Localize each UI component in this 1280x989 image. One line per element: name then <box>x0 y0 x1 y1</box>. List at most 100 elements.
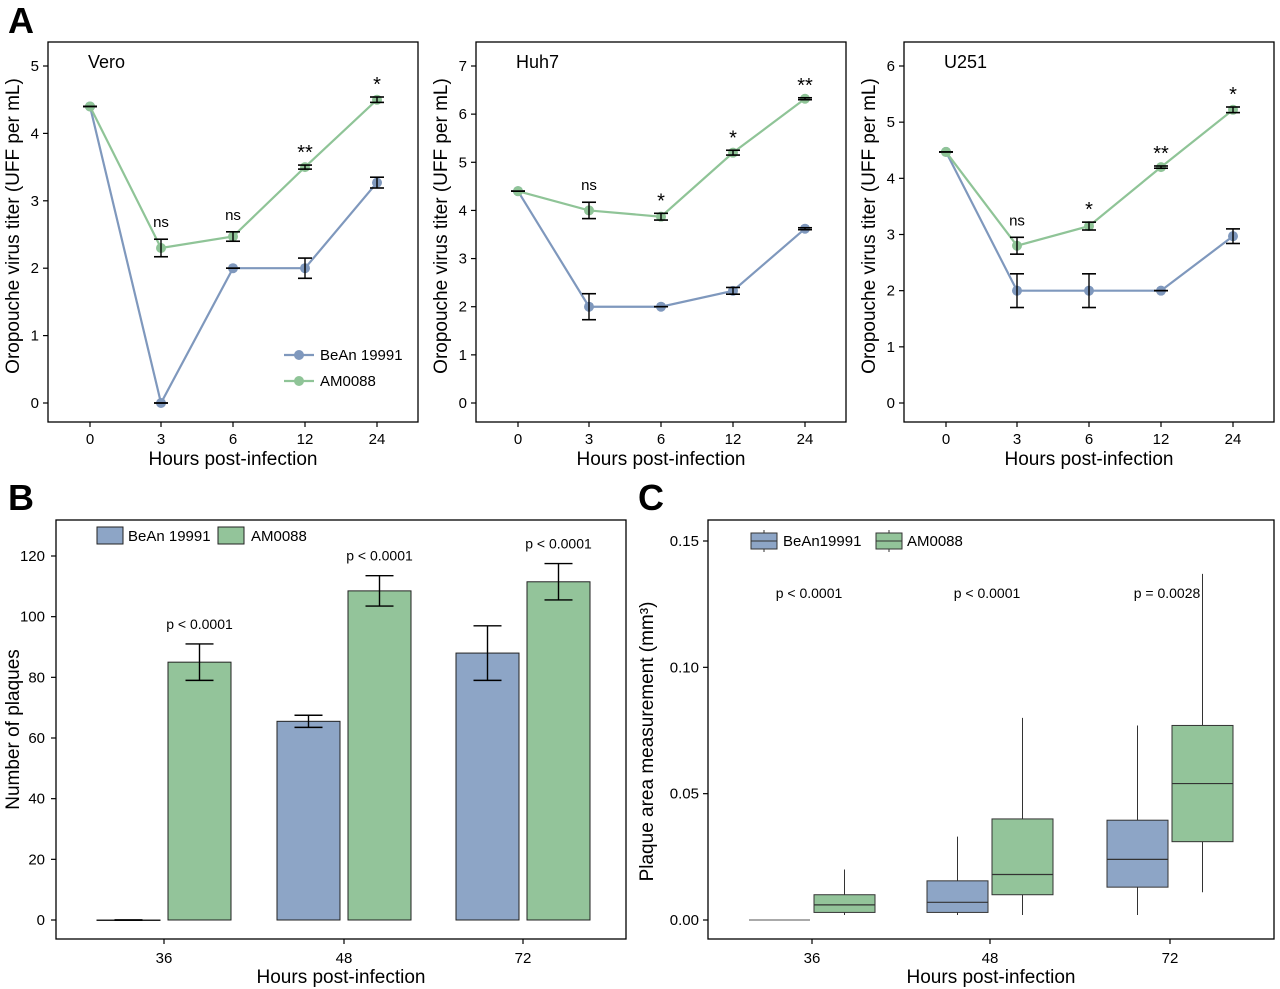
legend-label: BeAn19991 <box>783 533 861 550</box>
bar-am0088 <box>167 661 232 921</box>
y-tick-label: 4 <box>887 170 895 187</box>
panel-letter-a: A <box>8 0 34 41</box>
cell-line-title: U251 <box>944 52 987 72</box>
bar-bean19991 <box>276 720 341 921</box>
y-tick-label: 6 <box>459 106 467 123</box>
y-tick-label: 0 <box>887 395 895 412</box>
x-axis-title: Hours post-infection <box>149 449 318 470</box>
legend-label: AM0088 <box>320 373 376 390</box>
y-tick-label: 3 <box>887 227 895 244</box>
panel-letter-c: C <box>638 477 664 518</box>
y-tick-label: 5 <box>31 58 39 75</box>
x-tick-label: 6 <box>229 431 237 448</box>
significance-label: ns <box>153 214 169 231</box>
box-bean19991 <box>1106 819 1169 888</box>
bar-am0088 <box>526 581 591 921</box>
y-tick-label: 0.10 <box>670 659 699 676</box>
x-tick-label: 24 <box>369 431 386 448</box>
significance-label: * <box>729 127 737 149</box>
x-tick-label: 3 <box>157 431 165 448</box>
plot-frame <box>903 41 1275 423</box>
p-value-label: p < 0.0001 <box>166 616 233 632</box>
p-value-label: p < 0.0001 <box>954 585 1021 601</box>
y-tick-label: 0.15 <box>670 533 699 550</box>
x-tick-label: 12 <box>297 431 314 448</box>
legend-swatch <box>96 526 124 545</box>
y-tick-label: 2 <box>459 299 467 316</box>
plot-frame <box>707 519 1275 940</box>
series-line-am0088 <box>89 98 378 250</box>
x-tick-label: 0 <box>514 431 522 448</box>
significance-label: ** <box>797 75 813 97</box>
y-tick-label: 6 <box>887 58 895 75</box>
x-tick-label: 6 <box>657 431 665 448</box>
legend-label: BeAn 19991 <box>320 347 403 364</box>
cell-line-title: Huh7 <box>516 52 559 72</box>
p-value-label: p < 0.0001 <box>346 548 413 564</box>
x-tick-label: 0 <box>86 431 94 448</box>
x-axis-title: Hours post-infection <box>577 449 746 470</box>
bar-chart-plaques: 0 20 40 60 80 100 120 36 48 72 Hours post-infectio… <box>3 519 627 988</box>
y-axis-title: Plaque area measurement (mm³) <box>637 602 658 882</box>
y-tick-label: 1 <box>459 347 467 364</box>
y-axis-title: Number of plaques <box>3 649 24 810</box>
box-am0088 <box>991 818 1054 896</box>
bar-am0088 <box>347 590 412 921</box>
bar-bean19991 <box>455 652 520 921</box>
significance-label: * <box>1085 199 1093 221</box>
x-tick-label: 48 <box>982 950 999 967</box>
x-axis-title: Hours post-infection <box>1005 449 1174 470</box>
y-tick-label: 4 <box>31 125 39 142</box>
legend: BeAn 19991 AM0088 <box>96 526 307 545</box>
y-tick-label: 7 <box>459 58 467 75</box>
box-plot-plaque-area: 0.00 0.05 0.10 0.15 36 48 72 Hours post-infecti… <box>637 519 1275 988</box>
y-tick-label: 120 <box>20 548 45 565</box>
significance-label: * <box>657 190 665 212</box>
x-axis-title: Hours post-infection <box>257 967 426 988</box>
y-tick-label: 40 <box>28 791 45 808</box>
plot-frame <box>475 41 847 423</box>
legend-label: AM0088 <box>907 533 963 550</box>
y-tick-label: 60 <box>28 730 45 747</box>
significance-label: ** <box>1153 143 1169 165</box>
x-tick-label: 48 <box>336 950 353 967</box>
p-value-label: p = 0.0028 <box>1134 585 1201 601</box>
cell-line-title: Vero <box>88 52 125 72</box>
y-axis-title: Oropouche virus titer (UFF per mL) <box>431 78 452 374</box>
significance-label: ns <box>225 207 241 224</box>
y-tick-label: 0.05 <box>670 786 699 803</box>
significance-label: * <box>373 74 381 96</box>
y-axis-title: Oropouche virus titer (UFF per mL) <box>3 78 24 374</box>
x-tick-label: 72 <box>515 950 532 967</box>
significance-label: * <box>1229 84 1237 106</box>
y-tick-label: 0 <box>31 395 39 412</box>
y-tick-label: 2 <box>31 260 39 277</box>
legend-key-point <box>294 376 304 386</box>
y-tick-label: 0 <box>37 912 45 929</box>
x-tick-label: 12 <box>1153 431 1170 448</box>
panel-letter-b: B <box>8 477 34 518</box>
x-tick-label: 3 <box>1013 431 1021 448</box>
x-tick-label: 6 <box>1085 431 1093 448</box>
box-am0088 <box>813 894 876 913</box>
p-value-label: p < 0.0001 <box>525 536 592 552</box>
x-tick-label: 36 <box>156 950 173 967</box>
y-tick-label: 3 <box>31 193 39 210</box>
legend-key-point <box>294 350 304 360</box>
x-tick-label: 24 <box>1225 431 1242 448</box>
legend-label: BeAn 19991 <box>128 528 211 545</box>
x-tick-label: 72 <box>1162 950 1179 967</box>
y-tick-label: 5 <box>459 154 467 171</box>
y-tick-label: 20 <box>28 851 45 868</box>
significance-label: ns <box>1009 212 1025 229</box>
y-tick-label: 5 <box>887 114 895 131</box>
legend-label: AM0088 <box>251 528 307 545</box>
plot-frame <box>55 519 627 940</box>
y-tick-label: 1 <box>31 328 39 345</box>
y-tick-label: 1 <box>887 339 895 356</box>
x-tick-label: 12 <box>725 431 742 448</box>
